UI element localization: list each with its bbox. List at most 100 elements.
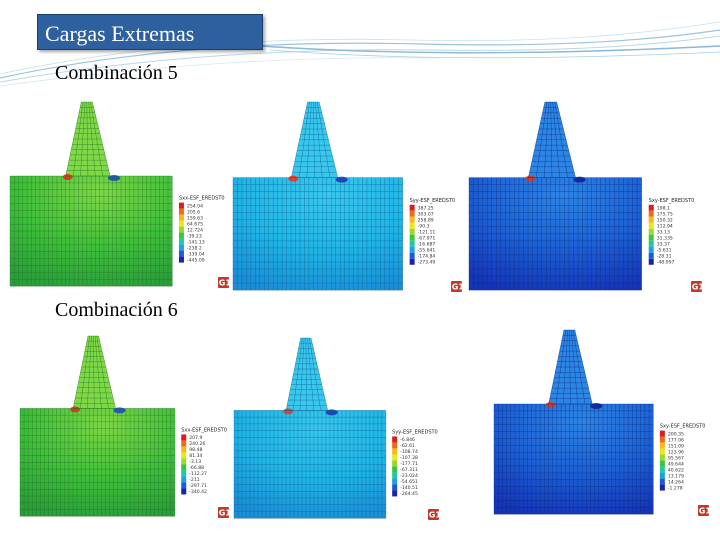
legend-swatch: [392, 466, 398, 473]
legend-value: -121.11: [418, 230, 436, 236]
legend-swatch: [181, 470, 187, 477]
legend-swatch: [181, 464, 187, 471]
legend-swatch: [181, 458, 187, 465]
legend-value: 64.675: [187, 221, 203, 227]
legend-value: -90.3: [418, 224, 430, 230]
legend-swatch: [659, 484, 665, 491]
legend-swatch: [181, 434, 187, 441]
legend-value: 258.89: [418, 218, 434, 224]
legend-swatch: [648, 252, 654, 259]
legend-swatch: [392, 442, 398, 449]
legend-swatch: [392, 448, 398, 455]
stress-hotspot: [525, 175, 536, 182]
legend-swatch: [659, 478, 665, 485]
legend-swatch: [648, 204, 654, 211]
stress-contour-plot: Sxx-ESF_EREDST0 207.9 240.26 98.48 81.34 -3.1…: [18, 334, 230, 520]
legend-swatch: [392, 454, 398, 461]
legend-swatch: [181, 482, 187, 489]
legend-swatch: [178, 256, 184, 263]
legend-value: 12.724: [187, 227, 203, 233]
software-logo-badge: [691, 281, 702, 292]
legend-value: 177.06: [668, 437, 684, 443]
legend-value: -140.51: [400, 485, 418, 491]
legend-swatch: [178, 226, 184, 233]
legend-value: 14.264: [668, 479, 684, 485]
legend-value: 123.96: [668, 449, 684, 455]
mesh-grid: [468, 177, 642, 291]
legend-swatch: [392, 436, 398, 443]
legend-swatch: [178, 202, 184, 209]
legend-swatch: [178, 208, 184, 215]
legend-value: -174.84: [418, 254, 436, 260]
slide-title-box: Cargas Extremas: [37, 14, 263, 50]
legend-value: -16.687: [418, 242, 436, 248]
legend-value: 240.26: [189, 441, 205, 447]
legend-value: -67.311: [400, 467, 418, 473]
legend-value: -55.641: [418, 248, 436, 254]
legend-swatch: [659, 472, 665, 479]
stress-coldspot: [108, 175, 121, 181]
mesh-grid: [19, 408, 176, 517]
legend-swatch: [659, 436, 665, 443]
legend-value: -66.88: [189, 465, 204, 471]
legend-value: -273.49: [418, 260, 436, 266]
stress-contour-plot: Sxy-ESF_EREDST0 200.35 177.06 151.09 123.96 9…: [492, 328, 710, 518]
legend-title: Sxx-ESF_EREDST0: [179, 196, 225, 202]
section-label-combinacion-6: Combinación 6: [55, 299, 178, 321]
legend-value: 387.25: [418, 206, 434, 212]
legend-swatch: [409, 252, 415, 259]
legend-swatch: [648, 258, 654, 265]
stress-coldspot: [325, 409, 338, 416]
header-swoosh-decoration: [0, 21, 720, 87]
stress-contour-plot: Sxy-ESF_EREDST0 198.1 175.75 150.32 112.94 33…: [467, 100, 703, 294]
legend-title: Sxx-ESF_EREDST0: [181, 427, 227, 433]
software-logo-badge: [218, 507, 229, 518]
stress-hotspot: [62, 174, 73, 180]
legend-swatch: [178, 238, 184, 245]
stress-contour-plot: Syy-ESF_EREDST0 -6.846 -62.61 -108.74 -107.3…: [232, 336, 440, 522]
legend-value: 98.48: [189, 447, 202, 453]
mesh-grid: [9, 175, 173, 287]
legend-swatch: [392, 478, 398, 485]
legend-value: -264.45: [400, 491, 418, 497]
legend-swatch: [181, 440, 187, 447]
legend-value: -48.097: [657, 260, 675, 266]
legend-swatch: [409, 246, 415, 253]
legend-value: -3.13: [189, 459, 201, 465]
legend-value: 49.644: [668, 461, 684, 467]
legend-value: -141.13: [187, 239, 205, 245]
stress-coldspot: [590, 403, 603, 409]
contour-plot-svg: Sxy-ESF_EREDST0200.35177.06151.09123.969…: [493, 329, 710, 516]
legend-swatch: [178, 214, 184, 221]
legend-value: 33.13: [657, 230, 670, 236]
legend-swatch: [648, 228, 654, 235]
legend-value: -297.71: [189, 483, 207, 489]
legend-value: -1.278: [668, 485, 683, 491]
legend-swatch: [659, 448, 665, 455]
legend-swatch: [409, 240, 415, 247]
contour-plot-svg: Sxy-ESF_EREDST0198.1175.75150.32112.9433…: [468, 101, 703, 292]
software-logo-text: G1: [219, 509, 230, 518]
legend-value: -238.2: [187, 245, 202, 251]
dam-mesh-grid: [291, 101, 338, 178]
legend-swatch: [659, 454, 665, 461]
legend-value: -177.71: [400, 461, 418, 467]
legend-value: 150.32: [657, 218, 673, 224]
legend-swatch: [659, 430, 665, 437]
legend-swatch: [648, 216, 654, 223]
legend-swatch: [648, 222, 654, 229]
mesh-grid: [233, 410, 387, 519]
stress-hotspot: [283, 408, 294, 415]
legend-swatch: [409, 234, 415, 241]
legend-value: -28.31: [657, 254, 672, 260]
legend-value: 31.335: [657, 236, 673, 242]
slide-title: Cargas Extremas: [45, 21, 195, 46]
software-logo-badge: [428, 509, 439, 520]
legend-title: Syy-ESF_EREDST0: [392, 429, 438, 435]
stress-hotspot: [70, 406, 81, 413]
contour-plot-svg: Syy-ESF_EREDST0 -6.846-62.61-108.74-107.3…: [233, 337, 440, 520]
legend-swatch: [659, 466, 665, 473]
legend-swatch: [409, 216, 415, 223]
software-logo-text: G1: [219, 279, 230, 288]
legend-swatch: [648, 234, 654, 241]
